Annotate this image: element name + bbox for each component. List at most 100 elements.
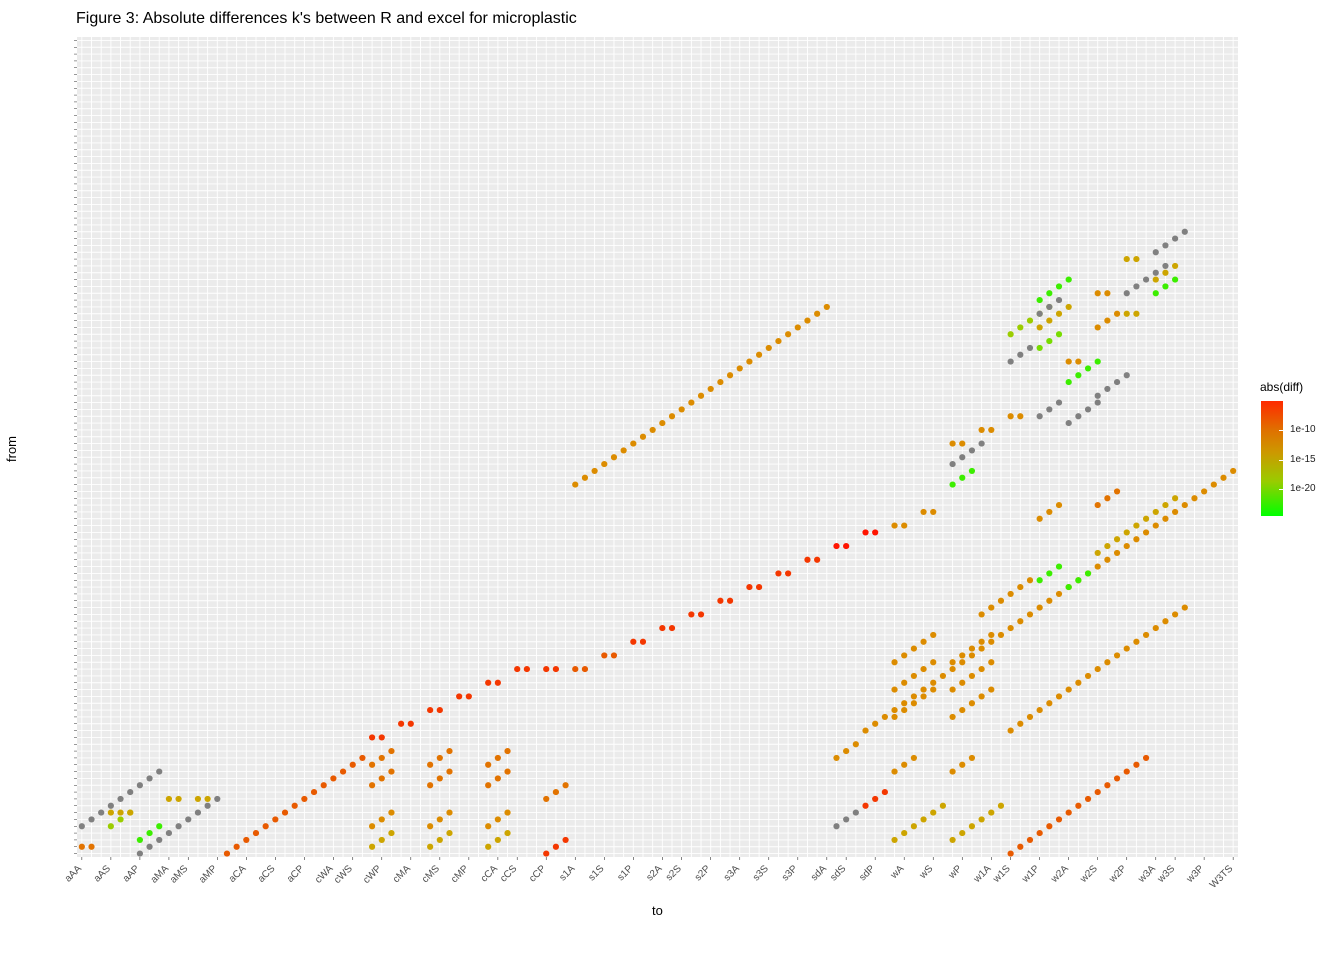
x-tick-label: wA: [888, 863, 907, 882]
data-point: [378, 836, 385, 844]
data-point: [1113, 775, 1121, 782]
data-point: [1007, 727, 1014, 734]
data-point: [610, 652, 618, 659]
data-point: [1036, 604, 1043, 611]
data-point: [833, 542, 840, 550]
data-point: [407, 720, 414, 727]
data-point: [1152, 522, 1159, 529]
data-point: [1036, 829, 1043, 837]
data-point: [1075, 577, 1082, 584]
data-point: [1133, 255, 1140, 263]
data-point: [881, 713, 888, 721]
data-point: [939, 672, 947, 680]
data-point: [1055, 563, 1063, 570]
data-point: [1055, 310, 1063, 317]
data-point: [494, 816, 501, 823]
x-tick-label: sdP: [857, 863, 877, 883]
data-point: [959, 454, 966, 461]
data-point: [939, 802, 947, 809]
data-point: [968, 447, 976, 454]
data-point: [1210, 481, 1217, 488]
data-point: [1065, 686, 1072, 693]
data-point: [843, 816, 850, 823]
data-point: [823, 303, 830, 311]
legend-gradient: [1261, 401, 1283, 516]
data-point: [978, 426, 985, 434]
data-point: [1133, 310, 1140, 317]
data-point: [1055, 296, 1063, 304]
x-tick-label: cMA: [391, 863, 413, 885]
data-point: [185, 816, 192, 823]
data-point: [1055, 331, 1063, 338]
data-point: [968, 754, 976, 762]
data-point: [997, 802, 1005, 809]
data-point: [1104, 290, 1111, 297]
data-point: [436, 706, 443, 714]
data-point: [949, 836, 956, 844]
data-points: [78, 228, 1237, 857]
data-point: [1026, 611, 1034, 618]
data-point: [485, 843, 492, 850]
data-point: [494, 679, 501, 686]
data-point: [194, 809, 202, 816]
data-point: [1046, 337, 1053, 345]
legend-colorbar: 1e-10 1e-15 1e-20: [1260, 380, 1340, 520]
data-point: [968, 700, 976, 707]
data-point: [194, 795, 202, 803]
x-tick-label: cCA: [479, 863, 500, 884]
data-point: [1113, 378, 1121, 386]
data-point: [910, 754, 917, 762]
data-point: [446, 809, 453, 816]
data-point: [1075, 413, 1082, 420]
data-point: [204, 802, 211, 809]
data-point: [301, 795, 308, 803]
x-tick-label: aMP: [197, 863, 220, 886]
data-point: [872, 720, 879, 727]
data-point: [978, 440, 985, 447]
data-point: [427, 823, 434, 830]
data-point: [1065, 276, 1072, 283]
x-tick-label: aMA: [149, 863, 172, 886]
data-point: [136, 836, 143, 844]
data-point: [988, 638, 995, 645]
data-point: [968, 652, 976, 659]
data-point: [959, 829, 966, 837]
data-point: [930, 508, 937, 516]
data-point: [1017, 413, 1024, 420]
data-point: [891, 836, 898, 844]
data-point: [746, 358, 753, 365]
data-point: [107, 802, 114, 809]
x-axis-title: to: [652, 903, 663, 918]
data-point: [156, 768, 163, 775]
data-point: [552, 665, 560, 673]
data-point: [1084, 795, 1092, 803]
data-point: [843, 747, 850, 755]
data-point: [659, 419, 666, 427]
data-point: [1017, 843, 1024, 850]
data-point: [504, 768, 511, 775]
data-point: [572, 481, 579, 488]
legend-tick-label: 1e-10: [1290, 424, 1316, 435]
data-point: [1026, 577, 1034, 584]
data-point: [775, 570, 782, 577]
data-point: [1181, 228, 1188, 235]
data-point: [156, 836, 163, 844]
data-point: [1036, 577, 1043, 584]
data-point: [814, 310, 821, 317]
x-tick-label: w3A: [1136, 863, 1158, 885]
data-point: [281, 809, 289, 816]
data-point: [1142, 515, 1150, 522]
data-point: [1046, 570, 1053, 577]
data-point: [175, 795, 182, 803]
data-point: [901, 761, 908, 768]
data-point: [1172, 262, 1179, 270]
x-tick-label: aMS: [168, 863, 191, 886]
data-point: [1046, 597, 1053, 604]
data-point: [978, 665, 985, 673]
legend-tickmark: [1279, 460, 1284, 461]
x-tick-label: s1S: [586, 863, 606, 883]
data-point: [1123, 542, 1130, 550]
data-point: [1017, 324, 1024, 331]
data-point: [949, 686, 956, 693]
